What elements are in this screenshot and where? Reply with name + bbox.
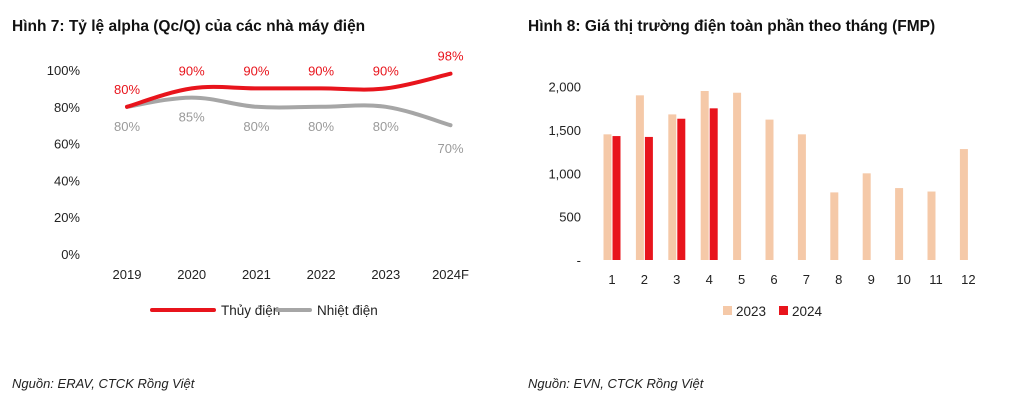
bar-2024-month-1 xyxy=(612,136,621,260)
bar-2024-month-2 xyxy=(644,136,653,260)
bar-2023-month-12 xyxy=(959,149,968,260)
bar-2023-month-4 xyxy=(700,91,709,260)
data-label-thuy-dien: 90% xyxy=(243,63,269,78)
bar-2023-month-9 xyxy=(862,173,871,260)
y-tick-label: 100% xyxy=(47,63,81,78)
y-tick-label: 1,500 xyxy=(548,123,581,138)
bar-2023-month-2 xyxy=(635,95,644,260)
bar-2023-month-5 xyxy=(733,92,742,260)
data-label-thuy-dien: 80% xyxy=(114,82,140,97)
y-tick-label: 40% xyxy=(54,173,80,188)
x-tick-label: 2019 xyxy=(113,267,142,282)
x-tick-label: 2020 xyxy=(177,267,206,282)
x-tick-label: 9 xyxy=(868,272,875,287)
data-label-thuy-dien: 90% xyxy=(308,63,334,78)
data-label-nhiet-dien: 80% xyxy=(308,119,334,134)
legend-swatch-2023 xyxy=(723,306,732,315)
legend-label-2024: 2024 xyxy=(792,304,823,319)
series-line-nhiet-dien xyxy=(125,95,453,128)
data-label-thuy-dien: 90% xyxy=(179,63,205,78)
legend-label-thuy-dien: Thủy điện xyxy=(221,303,280,318)
right-chart-title: Hình 8: Giá thị trường điện toàn phần th… xyxy=(528,18,936,35)
legend-swatch-2024 xyxy=(779,306,788,315)
y-tick-label: 80% xyxy=(54,100,80,115)
legend-label-2023: 2023 xyxy=(736,304,766,319)
x-tick-label: 12 xyxy=(961,272,975,287)
x-tick-label: 2021 xyxy=(242,267,271,282)
right-chart-source: Nguồn: EVN, CTCK Rồng Việt xyxy=(528,376,704,391)
y-tick-label: 1,000 xyxy=(548,166,581,181)
x-tick-label: 2023 xyxy=(371,267,400,282)
legend-label-nhiet-dien: Nhiệt điện xyxy=(317,303,378,318)
left-chart-title: Hình 7: Tỷ lệ alpha (Qc/Q) của các nhà m… xyxy=(12,18,366,35)
y-tick-label: 500 xyxy=(559,210,581,225)
right-chart-panel: Hình 8: Giá thị trường điện toàn phần th… xyxy=(520,0,1010,402)
x-tick-label: 2022 xyxy=(307,267,336,282)
bar-2024-month-3 xyxy=(677,118,686,260)
x-tick-label: 5 xyxy=(738,272,745,287)
y-tick-label: 60% xyxy=(54,137,80,152)
data-label-nhiet-dien: 80% xyxy=(243,119,269,134)
y-tick-label: 20% xyxy=(54,210,80,225)
data-label-nhiet-dien: 85% xyxy=(179,110,205,125)
alpha-line-chart: 0% 20% 40% 60% 80% 100% 2019 2020 2021 2022 2023 20… xyxy=(47,49,469,318)
data-label-nhiet-dien: 80% xyxy=(114,119,140,134)
y-tick-label: - xyxy=(577,253,581,268)
bar-2023-month-3 xyxy=(668,114,677,261)
data-label-nhiet-dien: 70% xyxy=(437,141,463,156)
x-tick-label: 10 xyxy=(896,272,910,287)
bar-2023-month-11 xyxy=(927,191,936,260)
bar-2024-month-4 xyxy=(709,108,718,260)
y-tick-label: 2,000 xyxy=(548,80,581,95)
bar-2023-month-8 xyxy=(830,192,839,260)
data-label-nhiet-dien: 80% xyxy=(373,119,399,134)
x-tick-label: 6 xyxy=(770,272,777,287)
x-tick-label: 4 xyxy=(706,272,713,287)
x-tick-label: 8 xyxy=(835,272,842,287)
left-chart-source: Nguồn: ERAV, CTCK Rồng Việt xyxy=(12,376,195,391)
bar-2023-month-10 xyxy=(895,188,904,260)
left-chart-panel: Hình 7: Tỷ lệ alpha (Qc/Q) của các nhà m… xyxy=(0,0,500,402)
x-tick-label: 3 xyxy=(673,272,680,287)
x-tick-label: 7 xyxy=(803,272,810,287)
data-label-thuy-dien: 98% xyxy=(437,49,463,64)
series-line-thuy-dien xyxy=(125,71,453,109)
y-tick-label: 0% xyxy=(61,247,80,262)
data-label-thuy-dien: 90% xyxy=(373,63,399,78)
x-tick-label: 2 xyxy=(641,272,648,287)
bar-2023-month-7 xyxy=(797,134,806,260)
x-tick-label: 1 xyxy=(608,272,615,287)
bar-2023-month-6 xyxy=(765,119,774,260)
x-tick-label: 11 xyxy=(929,272,943,287)
x-tick-label: 2024F xyxy=(432,267,469,282)
bar-2023-month-1 xyxy=(603,134,612,260)
